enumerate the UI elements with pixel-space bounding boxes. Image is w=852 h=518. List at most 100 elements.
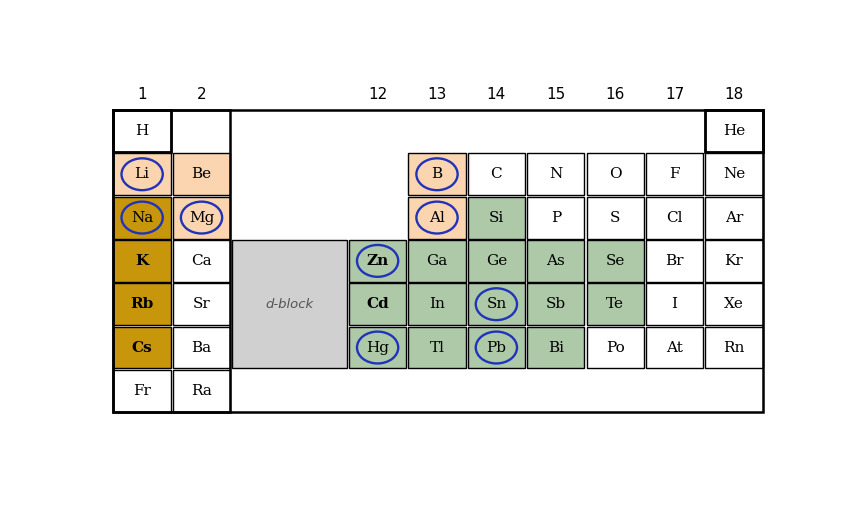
Text: F: F [670, 167, 680, 181]
Bar [646, 283, 703, 325]
Text: O: O [609, 167, 621, 181]
Bar [113, 197, 170, 238]
Text: K: K [135, 254, 149, 268]
Text: Hg: Hg [366, 340, 389, 354]
Bar [408, 240, 466, 282]
Text: 18: 18 [724, 87, 744, 102]
Text: At: At [666, 340, 683, 354]
Text: 14: 14 [486, 87, 506, 102]
Text: Si: Si [489, 211, 504, 225]
Bar [586, 240, 644, 282]
Bar [586, 197, 644, 238]
Bar [586, 283, 644, 325]
Text: Sr: Sr [193, 297, 210, 311]
Text: Cl: Cl [666, 211, 682, 225]
Text: 16: 16 [606, 87, 625, 102]
Bar [113, 110, 763, 412]
Bar [173, 326, 230, 368]
Text: Ne: Ne [722, 167, 746, 181]
Text: Kr: Kr [724, 254, 743, 268]
Bar [173, 240, 230, 282]
Text: Ra: Ra [191, 384, 212, 398]
Text: In: In [429, 297, 445, 311]
Bar [173, 283, 230, 325]
Bar [349, 283, 406, 325]
Text: Mg: Mg [189, 211, 214, 225]
Text: Ca: Ca [191, 254, 212, 268]
Text: Po: Po [606, 340, 625, 354]
Bar [468, 240, 525, 282]
Bar [408, 153, 466, 195]
Text: He: He [722, 124, 746, 138]
Text: Tl: Tl [429, 340, 445, 354]
Bar [408, 197, 466, 238]
Text: Ga: Ga [426, 254, 447, 268]
Bar [586, 326, 644, 368]
Bar [113, 326, 170, 368]
Text: C: C [491, 167, 502, 181]
Text: Al: Al [429, 211, 445, 225]
Text: Pb: Pb [486, 340, 506, 354]
Text: Li: Li [135, 167, 150, 181]
Bar [527, 283, 584, 325]
Text: Cs: Cs [132, 340, 153, 354]
Bar [646, 153, 703, 195]
Text: S: S [610, 211, 620, 225]
Bar [705, 110, 763, 152]
Bar [586, 153, 644, 195]
Bar [173, 197, 230, 238]
Bar [468, 153, 525, 195]
Bar [173, 370, 230, 412]
Text: Xe: Xe [724, 297, 744, 311]
Text: 2: 2 [197, 87, 206, 102]
Bar [527, 153, 584, 195]
Bar [705, 326, 763, 368]
Text: Ge: Ge [486, 254, 507, 268]
Bar [646, 240, 703, 282]
Bar [705, 240, 763, 282]
Bar [527, 240, 584, 282]
Bar [113, 110, 230, 412]
Bar [173, 153, 230, 195]
Text: Ba: Ba [192, 340, 211, 354]
Text: Sb: Sb [546, 297, 566, 311]
Bar [527, 197, 584, 238]
Bar [113, 240, 170, 282]
Bar [113, 110, 170, 152]
Text: Zn: Zn [366, 254, 389, 268]
Bar [646, 197, 703, 238]
Text: 1: 1 [137, 87, 147, 102]
Bar [705, 197, 763, 238]
Text: B: B [431, 167, 442, 181]
Text: Cd: Cd [366, 297, 389, 311]
Bar [113, 283, 170, 325]
Text: 15: 15 [546, 87, 566, 102]
Bar [705, 283, 763, 325]
Bar [468, 197, 525, 238]
Text: Rn: Rn [723, 340, 745, 354]
Text: Be: Be [192, 167, 211, 181]
Bar [408, 326, 466, 368]
Bar [349, 240, 406, 282]
Text: Ar: Ar [725, 211, 743, 225]
Bar [705, 153, 763, 195]
Text: Se: Se [606, 254, 625, 268]
Bar [527, 326, 584, 368]
Text: Na: Na [131, 211, 153, 225]
Text: P: P [550, 211, 561, 225]
Bar [468, 326, 525, 368]
Text: As: As [546, 254, 565, 268]
Text: 13: 13 [428, 87, 446, 102]
Text: d-block: d-block [266, 298, 314, 311]
Text: Sn: Sn [486, 297, 507, 311]
Bar [408, 283, 466, 325]
Text: Bi: Bi [548, 340, 564, 354]
Bar [705, 110, 763, 152]
Text: Br: Br [665, 254, 684, 268]
Bar [233, 240, 347, 368]
Bar [113, 110, 170, 152]
Bar [468, 283, 525, 325]
Text: 12: 12 [368, 87, 387, 102]
Bar [113, 370, 170, 412]
Text: I: I [671, 297, 677, 311]
